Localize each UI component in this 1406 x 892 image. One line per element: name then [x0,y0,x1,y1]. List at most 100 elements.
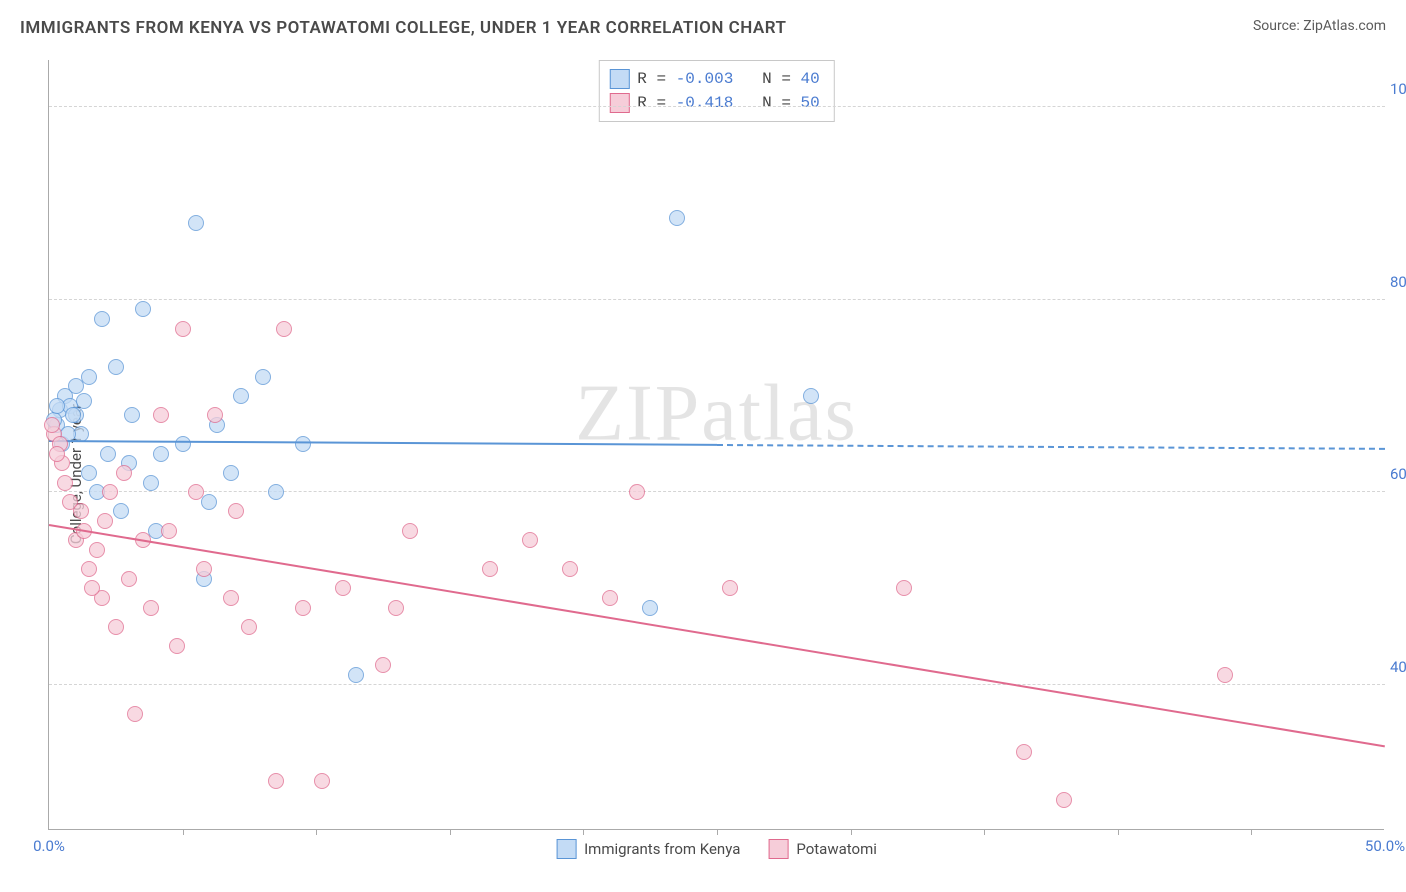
data-point [161,523,177,539]
data-point [143,475,159,491]
data-point [135,301,151,317]
x-tick-label: 0.0% [33,837,65,855]
series-name: Immigrants from Kenya [584,840,740,858]
data-point [223,465,239,481]
data-point [84,580,100,596]
source-attribution: Source: ZipAtlas.com [1253,18,1386,34]
data-point [602,590,618,606]
chart-title: IMMIGRANTS FROM KENYA VS POTAWATOMI COLL… [20,18,787,38]
gridline [49,106,1385,107]
data-point [295,436,311,452]
data-point [314,773,330,789]
data-point [108,619,124,635]
data-point [113,503,129,519]
x-minor-tick [183,829,184,835]
data-point [522,532,538,548]
data-point [223,590,239,606]
data-point [669,210,685,226]
trend-line [49,524,1385,747]
gridline [49,684,1385,685]
data-point [175,436,191,452]
data-point [196,561,212,577]
data-point [81,561,97,577]
data-point [121,571,137,587]
data-point [94,311,110,327]
legend-row: R = -0.418 N = 50 [609,91,819,115]
trend-line-dashed [717,444,1385,450]
legend-swatch [768,839,788,859]
data-point [388,600,404,616]
data-point [348,667,364,683]
data-point [102,484,118,500]
data-point [188,484,204,500]
data-point [81,465,97,481]
data-point [375,657,391,673]
data-point [175,321,191,337]
source-label: Source: [1253,18,1303,34]
data-point [255,369,271,385]
data-point [73,503,89,519]
x-minor-tick [583,829,584,835]
legend-text: R = -0.003 N = 40 [637,67,819,91]
data-point [116,465,132,481]
series-legend-item: Potawatomi [768,839,877,859]
data-point [188,215,204,231]
data-point [233,388,249,404]
data-point [89,542,105,558]
data-point [124,407,140,423]
x-minor-tick [984,829,985,835]
x-minor-tick [1118,829,1119,835]
legend-text: R = -0.418 N = 50 [637,91,819,115]
data-point [1056,792,1072,808]
data-point [169,638,185,654]
data-point [49,446,65,462]
data-point [127,706,143,722]
x-minor-tick [717,829,718,835]
legend-swatch [609,93,629,113]
data-point [153,446,169,462]
data-point [482,561,498,577]
data-point [722,580,738,596]
x-minor-tick [316,829,317,835]
data-point [896,580,912,596]
data-point [803,388,819,404]
data-point [1016,744,1032,760]
data-point [241,619,257,635]
data-point [65,407,81,423]
plot-area: ZIPatlas R = -0.003 N = 40R = -0.418 N =… [48,60,1384,830]
data-point [81,369,97,385]
data-point [335,580,351,596]
data-point [100,446,116,462]
data-point [642,600,658,616]
legend-swatch [609,69,629,89]
legend-row: R = -0.003 N = 40 [609,67,819,91]
y-tick-label: 60.0% [1390,465,1406,483]
y-tick-label: 40.0% [1390,658,1406,676]
data-point [268,484,284,500]
correlation-legend: R = -0.003 N = 40R = -0.418 N = 50 [598,60,834,122]
series-legend: Immigrants from Kenya Potawatomi [556,839,877,859]
y-tick-label: 100.0% [1390,80,1406,98]
data-point [562,561,578,577]
data-point [1217,667,1233,683]
series-legend-item: Immigrants from Kenya [556,839,740,859]
gridline [49,299,1385,300]
data-point [76,393,92,409]
data-point [228,503,244,519]
x-minor-tick [1251,829,1252,835]
data-point [49,398,65,414]
data-point [276,321,292,337]
gridline [49,491,1385,492]
data-point [268,773,284,789]
source-name: ZipAtlas.com [1303,18,1386,34]
data-point [207,407,223,423]
legend-swatch [556,839,576,859]
data-point [629,484,645,500]
data-point [57,475,73,491]
series-name: Potawatomi [796,840,877,858]
trend-line [49,440,717,446]
x-tick-label: 50.0% [1365,837,1405,855]
data-point [201,494,217,510]
data-point [153,407,169,423]
data-point [295,600,311,616]
